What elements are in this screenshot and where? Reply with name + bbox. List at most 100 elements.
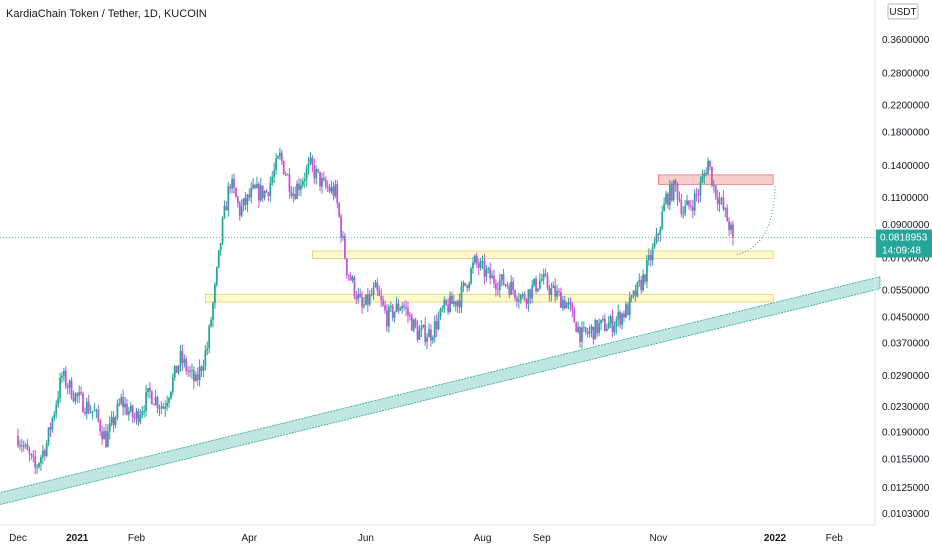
candle-up: [617, 304, 620, 327]
candle-down: [728, 217, 731, 237]
candle-down: [732, 220, 734, 246]
candle-down: [298, 177, 300, 196]
candle-up: [730, 221, 732, 235]
candle-up: [129, 402, 132, 413]
candle-down: [430, 324, 432, 347]
resistance-zone[interactable]: [657, 174, 774, 185]
candle-down: [408, 311, 411, 321]
candle-up: [686, 194, 688, 206]
candle-up: [198, 359, 201, 387]
x-tick-label: Feb: [128, 533, 146, 544]
currency-badge[interactable]: USDT: [887, 3, 919, 20]
candle-up: [334, 179, 337, 199]
candle-down: [525, 298, 528, 309]
candle-down: [603, 313, 606, 332]
candle-up: [630, 294, 633, 303]
candle-up: [498, 273, 501, 298]
lower-support-zone[interactable]: [204, 293, 774, 303]
candle-up: [701, 169, 704, 184]
candle-up: [661, 205, 664, 230]
candle-down: [546, 272, 549, 291]
candle-down: [634, 284, 637, 302]
candle-up: [588, 325, 591, 338]
candle-down: [680, 193, 683, 218]
candle-down: [345, 258, 348, 279]
candle-down: [592, 326, 595, 345]
candle-up: [120, 393, 123, 406]
candle-down: [185, 356, 188, 375]
candle-up: [22, 440, 25, 452]
y-tick-label: 0.1800000: [882, 127, 930, 138]
candle-up: [259, 178, 262, 203]
candle-up: [110, 410, 113, 427]
candle-up: [655, 227, 658, 245]
candle-up: [521, 292, 524, 299]
candle-down: [229, 183, 232, 195]
candle-up: [531, 279, 534, 304]
y-tick-label: 0.0290000: [882, 371, 930, 382]
y-tick-label: 0.0550000: [882, 286, 930, 297]
candle-down: [290, 185, 293, 199]
y-tick-label: 0.0103000: [882, 509, 930, 520]
candle-up: [707, 157, 709, 175]
candle-down: [349, 272, 352, 282]
candle-down: [378, 285, 381, 297]
candle-down: [674, 178, 677, 192]
x-tick-label: Jun: [358, 533, 374, 544]
candle-up: [479, 258, 482, 271]
candle-up: [68, 379, 71, 395]
candle-up: [191, 363, 193, 380]
candle-down: [535, 275, 537, 294]
candle-up: [240, 199, 243, 218]
overlays: [0, 184, 875, 256]
candle-down: [105, 423, 107, 449]
projection-curve[interactable]: [736, 184, 776, 256]
candle-down: [34, 450, 37, 475]
candle-up: [124, 397, 126, 415]
candle-up: [179, 344, 182, 372]
y-tick-label: 0.0125000: [882, 483, 930, 494]
candle-up: [61, 371, 63, 384]
candle-down: [150, 390, 153, 405]
candle-up: [605, 323, 608, 332]
candle-down: [697, 189, 700, 204]
y-tick-label: 0.3600000: [882, 35, 930, 46]
candle-down: [466, 284, 469, 293]
candle-down: [382, 295, 385, 307]
candle-down: [410, 313, 413, 331]
candle-down: [64, 366, 67, 390]
candle-up: [724, 206, 727, 218]
candle-up: [646, 254, 648, 289]
candle-up: [699, 176, 702, 203]
candle-up: [368, 289, 371, 307]
candle-down: [514, 289, 516, 302]
zones: [204, 174, 774, 303]
candle-up: [718, 191, 721, 212]
candle-down: [676, 182, 679, 207]
candle-up: [598, 318, 601, 337]
candle-down: [445, 299, 448, 306]
candle-up: [202, 359, 205, 378]
y-tick-label: 0.0900000: [882, 220, 930, 231]
candle-up: [594, 318, 597, 340]
last-price-value: 0.0818953: [880, 233, 928, 244]
candle-down: [311, 154, 314, 173]
candle-up: [374, 280, 377, 288]
candle-up: [95, 408, 98, 419]
mid-support-zone[interactable]: [311, 250, 774, 259]
candle-up: [127, 407, 130, 421]
candle-up: [177, 364, 180, 375]
candle-up: [431, 335, 434, 344]
trend-channel-band[interactable]: [0, 276, 881, 506]
candle-down: [376, 278, 379, 296]
candle-down: [391, 303, 394, 322]
candle-up: [286, 173, 289, 176]
candle-down: [496, 281, 499, 296]
candle-down: [261, 185, 264, 202]
candle-down: [359, 288, 362, 298]
candle-down: [416, 320, 419, 343]
candle-down: [244, 191, 247, 211]
candle-down: [573, 306, 576, 323]
